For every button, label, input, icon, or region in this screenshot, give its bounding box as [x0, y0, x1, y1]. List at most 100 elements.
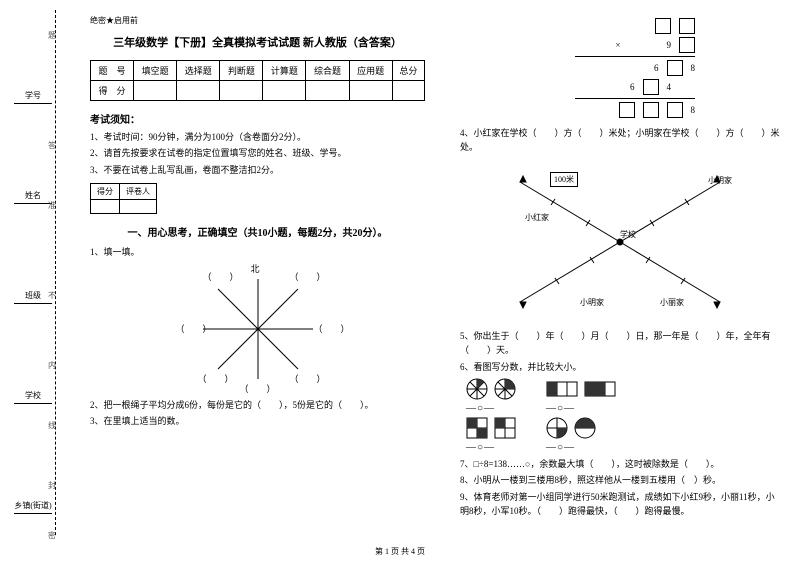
frac-blank: — — [564, 403, 574, 414]
mul-6b: 6 — [630, 82, 635, 92]
compass-s: （ ） — [240, 382, 276, 395]
dc-7: 密 — [48, 530, 56, 541]
mul-box — [667, 102, 683, 118]
bind-school: 学校 — [8, 390, 58, 404]
notice-heading: 考试须知： — [90, 111, 425, 126]
th-4: 计算题 — [263, 61, 306, 81]
mul-8b: 8 — [691, 105, 696, 115]
shapes-col-left: —○— —○— — [466, 378, 516, 453]
frac-blank: — — [546, 442, 556, 453]
q1: 1、填一填。 — [90, 245, 425, 259]
map-ne: 小明家 — [708, 175, 732, 186]
mul-box — [643, 79, 659, 95]
mul-8a: 8 — [691, 63, 696, 73]
mul-box — [643, 102, 659, 118]
binding-margin: 乡镇(街道) 学校 班级 姓名 学号 题 答 准 不 内 线 封 密 — [0, 0, 70, 565]
circle-shape — [466, 378, 488, 400]
comparator: ○ — [477, 403, 483, 414]
mul-box — [679, 37, 695, 53]
mul-hr — [575, 98, 695, 99]
notice-2: 2、请首先按要求在试卷的指定位置填写您的姓名、班级、学号。 — [90, 146, 425, 160]
score-table: 题 号 填空题 选择题 判断题 计算题 综合题 应用题 总分 得 分 — [90, 60, 425, 101]
dc-1: 答 — [48, 140, 56, 151]
th-7: 总分 — [392, 61, 424, 81]
notice-1: 1、考试时间：90分钟，满分为100分（含卷面分2分）。 — [90, 130, 425, 144]
q8: 8、小明从一楼到三楼用8秒，照这样他从一楼到五楼用（ ）秒。 — [460, 473, 780, 487]
mul-6a: 6 — [654, 63, 659, 73]
q6: 6、看图写分数，并比较大小。 — [460, 360, 780, 374]
bar-shape — [584, 378, 616, 400]
q7: 7、□÷8=138……○，余数最大填（ ），这时被除数是（ ）。 — [460, 457, 780, 471]
q2: 2、把一根绳子平均分成6份，每份是它的（ ），5份是它的（ ）。 — [90, 398, 425, 412]
dc-4: 内 — [48, 360, 56, 371]
page-footer: 第 1 页 共 4 页 — [0, 546, 800, 557]
grid-shape — [494, 417, 516, 439]
mul-box — [679, 18, 695, 34]
q5: 5、你出生于（ ）年（ ）月（ ）日，那一年是（ ）年，全年有（ ）天。 — [460, 329, 780, 358]
map-center: 学校 — [620, 229, 636, 240]
bind-id: 学号 — [8, 90, 58, 104]
grid-shape — [466, 417, 488, 439]
mul-9: 9 — [667, 40, 672, 50]
section1-title: 一、用心思考，正确填空（共10小题，每题2分，共20分）。 — [90, 224, 425, 239]
frac-blank: — — [484, 403, 494, 414]
dc-3: 不 — [48, 290, 56, 301]
bar-shape — [546, 378, 578, 400]
th-3: 判断题 — [220, 61, 263, 81]
map-se: 小丽家 — [660, 297, 684, 308]
bind-township: 乡镇(街道) — [8, 500, 58, 514]
comparator: ○ — [557, 442, 563, 453]
dc-6: 封 — [48, 480, 56, 491]
map-nw: 小红家 — [525, 212, 549, 223]
frac-blank: — — [564, 442, 574, 453]
mul-box — [667, 60, 683, 76]
circle-shape — [546, 417, 568, 439]
map-scale: 100米 — [550, 172, 578, 187]
sb-1: 得分 — [91, 184, 120, 200]
compass-ne: （ ） — [290, 270, 326, 283]
th-0: 题 号 — [91, 61, 134, 81]
comparator: ○ — [557, 403, 563, 414]
q9: 9、体育老师对第一小组同学进行50米跑测试，成绩如下小红9秒，小丽11秒，小明8… — [460, 490, 780, 519]
times-sign: × — [615, 40, 620, 50]
compass-e: （ ） — [314, 322, 350, 335]
circle-shape — [574, 417, 596, 439]
frac-blank: — — [466, 442, 476, 453]
map-sw: 小明家 — [580, 297, 604, 308]
frac-blank: — — [466, 403, 476, 414]
exam-title: 三年级数学【下册】全真模拟考试试题 新人教版（含答案） — [90, 34, 425, 50]
compass-n: 北 — [251, 262, 260, 275]
notice-3: 3、不要在试卷上乱写乱画，卷面不整洁扣2分。 — [90, 163, 425, 177]
comparator: ○ — [477, 442, 483, 453]
table-row: 题 号 填空题 选择题 判断题 计算题 综合题 应用题 总分 — [91, 61, 425, 81]
circle-shape — [494, 378, 516, 400]
table-row: 得 分 — [91, 81, 425, 101]
th-6: 应用题 — [349, 61, 392, 81]
frac-blank: — — [484, 442, 494, 453]
q4: 4、小红家在学校（ ）方（ ）米处；小明家在学校（ ）方（ ）米处。 — [460, 126, 780, 155]
multiplication-block: ×9 68 64 8 — [545, 18, 695, 118]
mul-box — [655, 18, 671, 34]
map-diagram: 学校 小红家 小明家 小明家 小丽家 100米 — [490, 157, 750, 327]
scorebox: 得分评卷人 — [90, 183, 157, 214]
compass-w: （ ） — [176, 322, 212, 335]
compass-sw: （ ） — [198, 372, 234, 385]
frac-blank: — — [546, 403, 556, 414]
th-2: 选择题 — [177, 61, 220, 81]
right-column: ×9 68 64 8 4、小红家在学校（ ）方（ ）米处；小明家在学校（ ）方（… — [445, 0, 800, 565]
q3: 3、在里填上适当的数。 — [90, 414, 425, 428]
compass-nw: （ ） — [203, 270, 239, 283]
binding-dash-line — [55, 10, 56, 535]
secret-label: 绝密★启用前 — [90, 15, 425, 26]
compass-se: （ ） — [290, 372, 326, 385]
compass-diagram: 北 （ ） （ ） （ ） （ ） （ ） （ ） （ ） — [178, 264, 338, 394]
dc-2: 准 — [48, 200, 56, 211]
sb-2: 评卷人 — [120, 184, 157, 200]
th-1: 填空题 — [134, 61, 177, 81]
dc-0: 题 — [48, 30, 56, 41]
shapes-col-right: —○— —○— — [546, 378, 616, 453]
mul-4: 4 — [667, 82, 672, 92]
dc-5: 线 — [48, 420, 56, 431]
th-5: 综合题 — [306, 61, 349, 81]
mul-box — [619, 102, 635, 118]
